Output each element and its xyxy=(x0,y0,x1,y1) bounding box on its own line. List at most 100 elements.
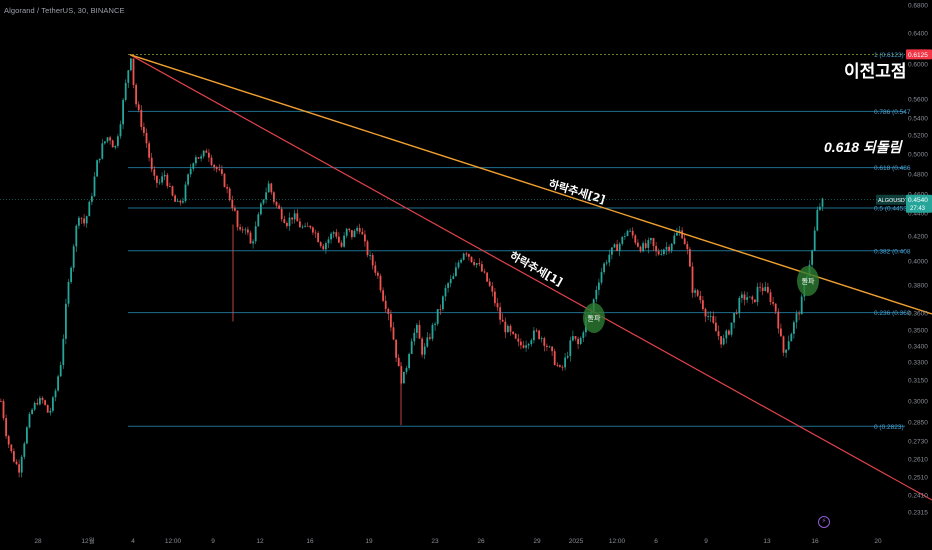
candle-body xyxy=(694,290,696,293)
candle-body xyxy=(31,409,33,414)
candle-body xyxy=(413,332,416,342)
candle-body xyxy=(187,174,189,185)
candle-body xyxy=(691,266,694,293)
candle-body xyxy=(88,201,91,217)
candle-body xyxy=(143,126,145,133)
breakout-circle xyxy=(797,266,819,296)
candle-body xyxy=(548,346,551,348)
candle-body xyxy=(683,238,686,245)
candle-body xyxy=(283,219,286,223)
time-axis[interactable]: 28 12월 4 12:00 9 12 16 19 23 26 29 2025 12:00 6 9 13 16 2… xyxy=(34,536,882,545)
time-tick-label: 19 xyxy=(365,538,373,545)
candle-body xyxy=(647,240,650,248)
price-axis[interactable]: 0.6800 0.6400 0.6000 0.5600 0.5400 0.5200 0.50… xyxy=(908,3,928,517)
candle-body xyxy=(777,311,780,329)
candle-body xyxy=(455,267,457,277)
candle-body xyxy=(96,160,98,177)
current-price-tag xyxy=(906,194,932,213)
downtrend-1-line xyxy=(129,54,932,501)
candle-body xyxy=(299,221,301,228)
candle-body xyxy=(317,233,319,243)
candle-body xyxy=(353,230,356,238)
candle-body xyxy=(374,265,377,273)
candle-body xyxy=(153,169,156,176)
candle-body xyxy=(626,230,629,237)
symbol-label: ALGOUSDT xyxy=(878,198,909,204)
candle-body xyxy=(252,241,254,244)
candle-body xyxy=(171,186,174,196)
candle-body xyxy=(358,227,361,232)
candle-body xyxy=(41,397,44,401)
candle-body xyxy=(486,272,488,282)
candle-body xyxy=(161,176,163,183)
candle-body xyxy=(634,235,637,243)
candle-body xyxy=(699,295,702,301)
candle-body xyxy=(236,210,239,228)
candle-body xyxy=(335,232,338,237)
candle-body xyxy=(213,164,215,168)
candle-body xyxy=(231,200,234,209)
candle-body xyxy=(782,336,785,353)
candle-body xyxy=(371,255,374,266)
candle-body xyxy=(530,340,533,345)
candle-body xyxy=(111,140,114,148)
candle-body xyxy=(759,286,761,288)
candle-body xyxy=(720,336,722,345)
candle-body xyxy=(345,228,348,236)
candle-body xyxy=(582,332,585,339)
price-tick-label: 0.2315 xyxy=(908,510,928,517)
candle-body xyxy=(36,402,39,405)
candle-body xyxy=(387,308,390,314)
candle-body xyxy=(813,230,816,251)
candle-body xyxy=(304,225,306,227)
price-tick-label: 0.6800 xyxy=(908,3,928,10)
candle-body xyxy=(715,322,717,332)
candle-body xyxy=(572,336,574,341)
candle-body xyxy=(465,253,468,255)
candle-body xyxy=(566,356,569,358)
candle-body xyxy=(621,236,624,244)
price-tick-label: 0.4000 xyxy=(908,259,928,266)
candle-body xyxy=(182,200,184,203)
candle-body xyxy=(382,290,384,301)
candle-body xyxy=(340,242,343,247)
price-tick-label: 0.2410 xyxy=(908,493,928,500)
candle-body xyxy=(85,216,88,224)
replay-icon[interactable]: ⚡ xyxy=(818,516,830,528)
candle-body xyxy=(546,345,548,347)
time-tick-label: 12:00 xyxy=(165,538,182,545)
candle-body xyxy=(403,371,405,384)
time-tick-label: 6 xyxy=(654,538,658,545)
candle-body xyxy=(533,330,535,341)
chart-title: Algorand / TetherUS, 30, BINANCE xyxy=(4,6,125,15)
candle-body xyxy=(772,301,774,304)
candle-body xyxy=(520,341,522,346)
candle-body xyxy=(741,294,743,299)
candle-body xyxy=(273,192,275,202)
candle-body xyxy=(135,84,137,105)
candle-body xyxy=(260,203,262,215)
candle-body xyxy=(18,464,20,473)
time-tick-label: 29 xyxy=(533,538,541,545)
candle-body xyxy=(49,410,52,413)
time-tick-label: 13 xyxy=(763,538,771,545)
candle-body xyxy=(306,225,309,227)
candle-body xyxy=(275,201,278,206)
candle-body xyxy=(202,150,205,157)
candle-body xyxy=(746,297,748,300)
candle-body xyxy=(764,286,767,291)
candle-body xyxy=(330,233,332,240)
candle-body xyxy=(483,271,486,273)
candle-body xyxy=(663,249,665,255)
candle-body xyxy=(507,325,509,333)
candle-body xyxy=(280,208,283,220)
candle-body xyxy=(10,444,13,452)
candle-body xyxy=(525,345,527,348)
candle-body xyxy=(569,340,572,357)
candle-body xyxy=(169,186,171,187)
candle-body xyxy=(124,82,127,100)
price-tick-label: 0.2510 xyxy=(908,475,928,482)
candle-body xyxy=(631,230,634,236)
candle-body xyxy=(33,402,36,410)
